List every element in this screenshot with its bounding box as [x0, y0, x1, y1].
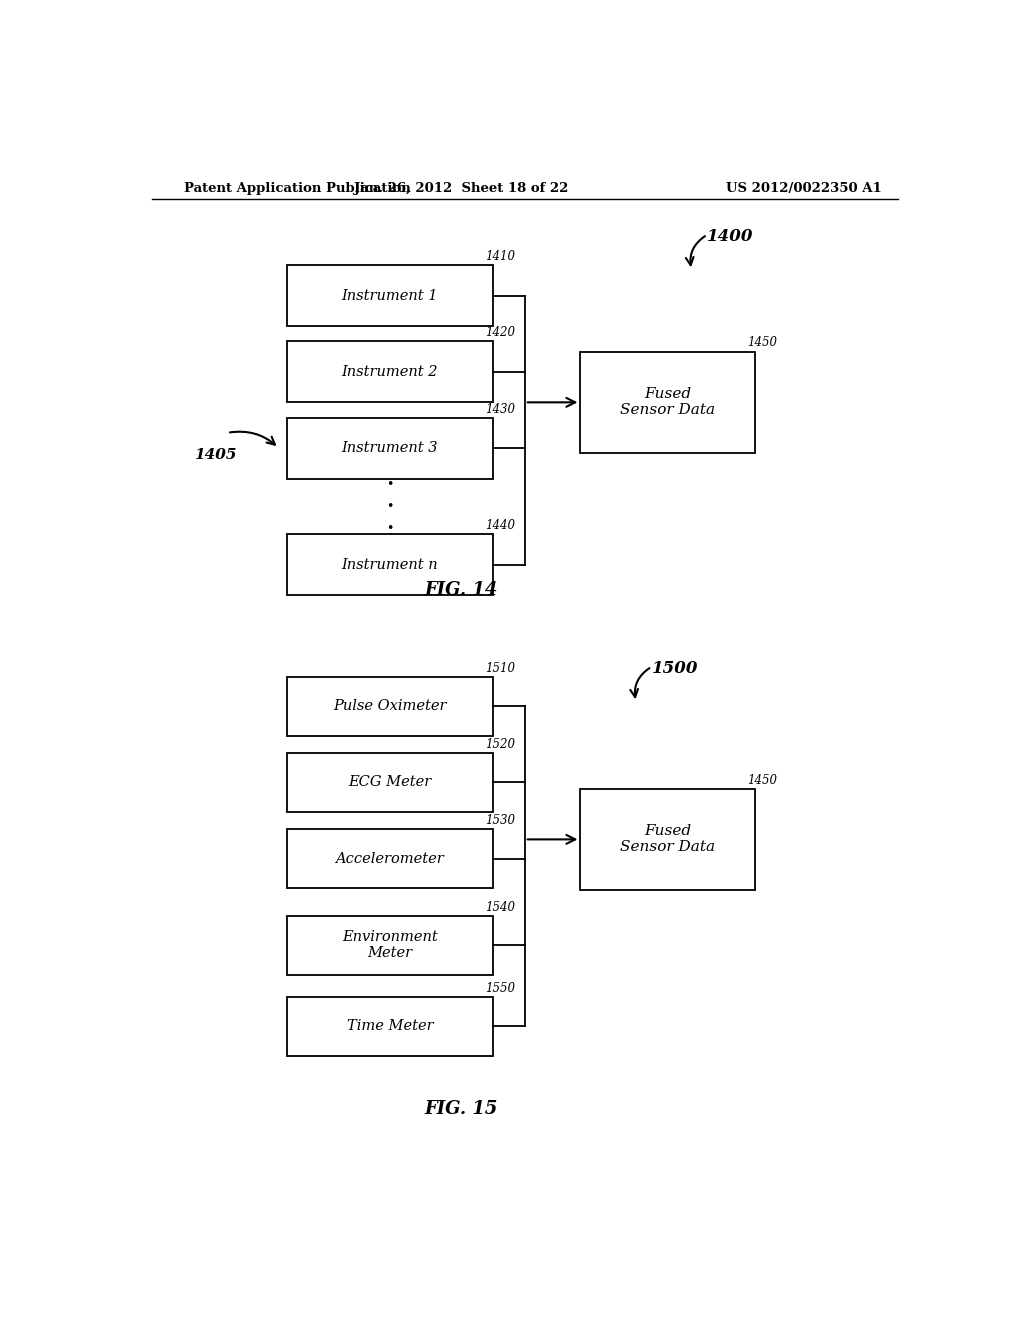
Text: 1520: 1520 [485, 738, 515, 751]
Bar [287, 997, 494, 1056]
Text: •: • [386, 523, 393, 536]
Text: Environment
Meter: Environment Meter [342, 931, 438, 960]
Bar [287, 752, 494, 812]
Text: FIG. 15: FIG. 15 [425, 1100, 498, 1118]
Text: 1450: 1450 [746, 337, 777, 350]
Text: 1540: 1540 [485, 900, 515, 913]
Text: 1500: 1500 [652, 660, 698, 677]
Text: Fused
Sensor Data: Fused Sensor Data [621, 387, 715, 417]
Text: 1405: 1405 [194, 447, 237, 462]
Text: ECG Meter: ECG Meter [348, 775, 431, 789]
Text: 1410: 1410 [485, 249, 515, 263]
Bar [581, 788, 755, 890]
Text: US 2012/0022350 A1: US 2012/0022350 A1 [726, 182, 882, 195]
Text: Jan. 26, 2012  Sheet 18 of 22: Jan. 26, 2012 Sheet 18 of 22 [354, 182, 568, 195]
Bar [287, 265, 494, 326]
Text: •: • [386, 500, 393, 513]
Text: Fused
Sensor Data: Fused Sensor Data [621, 824, 715, 854]
Text: 1530: 1530 [485, 814, 515, 828]
Bar [287, 417, 494, 479]
Text: Patent Application Publication: Patent Application Publication [183, 182, 411, 195]
Text: Instrument n: Instrument n [342, 558, 438, 572]
Bar [287, 677, 494, 735]
Bar [287, 342, 494, 403]
Text: 1440: 1440 [485, 520, 515, 532]
Text: Instrument 2: Instrument 2 [342, 364, 438, 379]
Text: Pulse Oximeter: Pulse Oximeter [333, 700, 446, 713]
Text: 1550: 1550 [485, 982, 515, 995]
Text: •: • [386, 478, 393, 491]
Bar [287, 829, 494, 888]
Bar [287, 916, 494, 974]
Bar [581, 351, 755, 453]
Text: 1420: 1420 [485, 326, 515, 339]
Text: 1400: 1400 [708, 228, 754, 244]
Text: Instrument 1: Instrument 1 [342, 289, 438, 302]
Text: 1450: 1450 [746, 774, 777, 787]
Text: Time Meter: Time Meter [346, 1019, 433, 1034]
Text: FIG. 14: FIG. 14 [425, 581, 498, 599]
Text: Accelerometer: Accelerometer [336, 851, 444, 866]
Text: Instrument 3: Instrument 3 [342, 441, 438, 455]
Text: 1510: 1510 [485, 661, 515, 675]
Bar [287, 535, 494, 595]
Text: 1430: 1430 [485, 403, 515, 416]
